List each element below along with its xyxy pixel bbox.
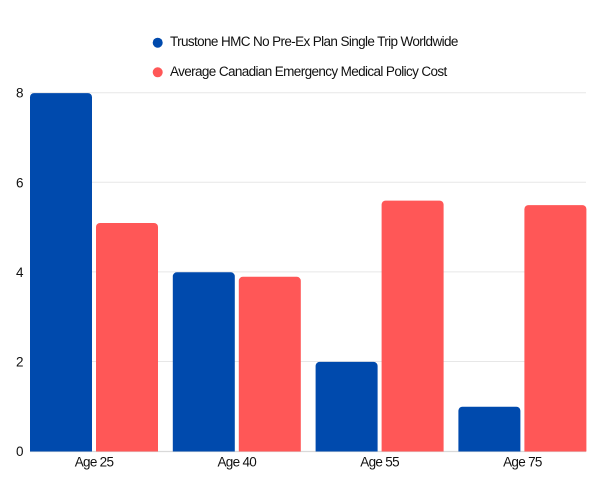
svg-text:Trustone HMC No Pre-Ex Plan Si: Trustone HMC No Pre-Ex Plan Single Trip … <box>170 34 458 49</box>
svg-text:4: 4 <box>16 265 24 280</box>
svg-text:0: 0 <box>16 444 24 459</box>
svg-text:Average Canadian Emergency Med: Average Canadian Emergency Medical Polic… <box>170 64 448 79</box>
svg-text:8: 8 <box>16 86 24 101</box>
svg-text:Age 75: Age 75 <box>503 455 542 470</box>
svg-text:2: 2 <box>16 355 24 370</box>
svg-text:6: 6 <box>16 175 24 190</box>
svg-text:Age 40: Age 40 <box>218 455 257 470</box>
svg-text:Age 25: Age 25 <box>75 455 114 470</box>
svg-text:Age 55: Age 55 <box>360 455 399 470</box>
